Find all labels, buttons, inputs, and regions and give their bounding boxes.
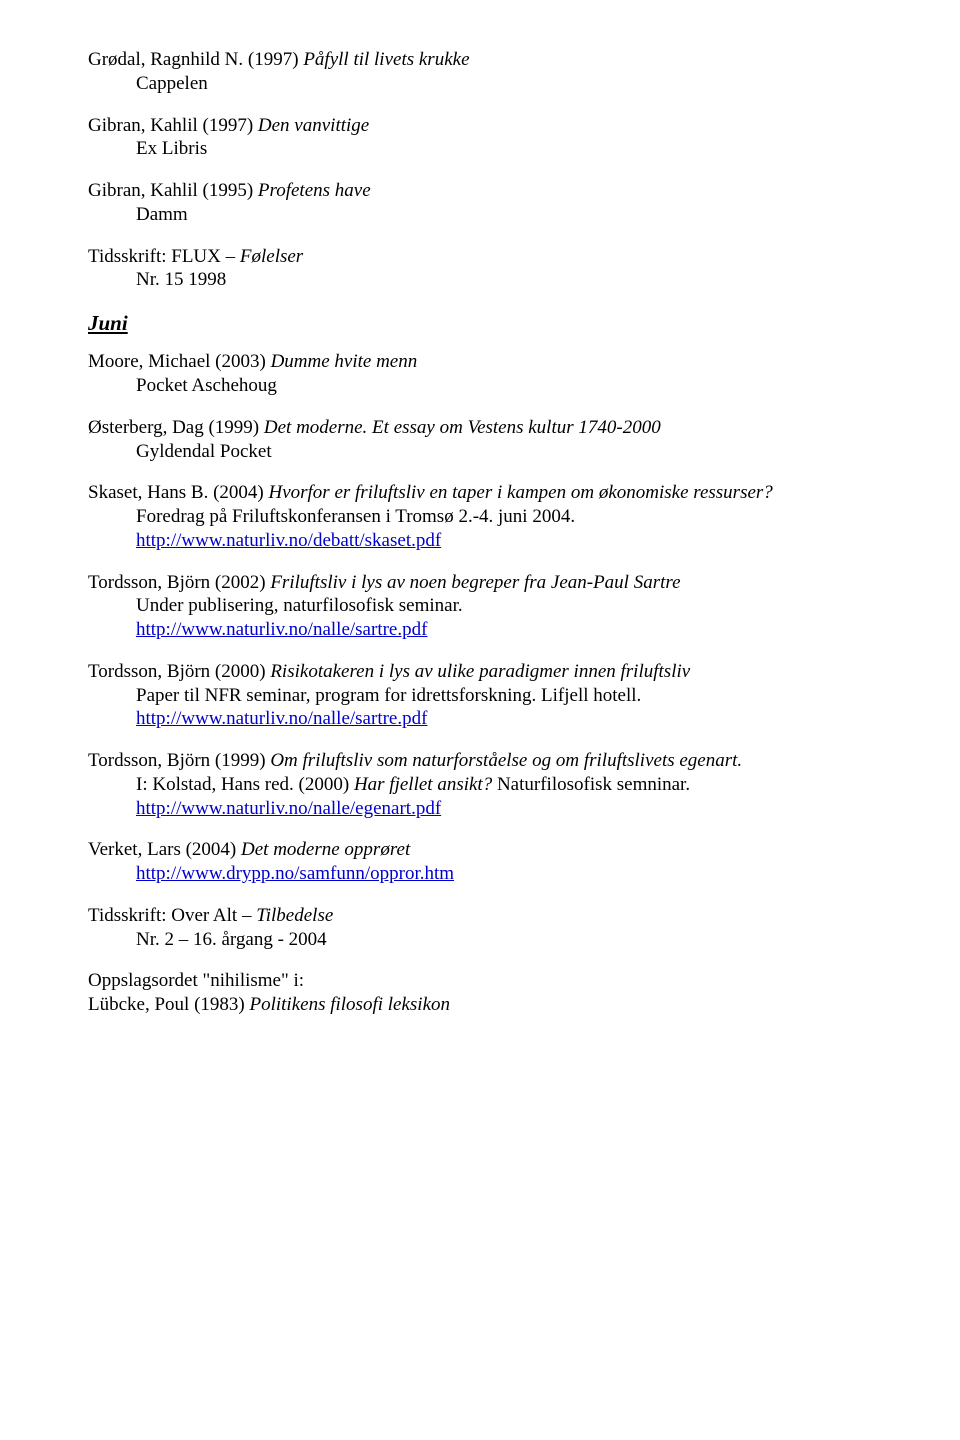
bib-issue: Nr. 2 – 16. årgang - 2004 [88,928,896,952]
bib-entry: Skaset, Hans B. (2004) Hvorfor er friluf… [88,481,896,552]
bib-note: Foredrag på Friluftskonferansen i Tromsø… [88,505,896,529]
bib-note: Paper til NFR seminar, program for idret… [88,684,896,708]
bib-link: http://www.naturliv.no/nalle/sartre.pdf [88,707,896,731]
bib-note: I: Kolstad, Hans red. (2000) Har fjellet… [88,773,896,797]
bib-publisher: Cappelen [88,72,896,96]
link-url[interactable]: http://www.drypp.no/samfunn/oppror.htm [136,863,454,884]
bib-line: Gibran, Kahlil (1995) Profetens have [88,179,896,203]
bib-line: Verket, Lars (2004) Det moderne opprøret [88,838,896,862]
bib-line: Skaset, Hans B. (2004) Hvorfor er friluf… [88,481,896,505]
bib-note: Under publisering, naturfilosofisk semin… [88,594,896,618]
bib-entry: Moore, Michael (2003) Dumme hvite menn P… [88,350,896,398]
bib-issue: Nr. 15 1998 [88,268,896,292]
bib-line: Tidsskrift: FLUX – Følelser [88,245,896,269]
bib-line: Østerberg, Dag (1999) Det moderne. Et es… [88,416,896,440]
section-heading-juni: Juni [88,310,896,336]
bib-link: http://www.naturliv.no/nalle/egenart.pdf [88,797,896,821]
bib-link: http://www.naturliv.no/nalle/sartre.pdf [88,618,896,642]
bib-line: Lübcke, Poul (1983) Politikens filosofi … [88,993,896,1017]
link-url[interactable]: http://www.naturliv.no/nalle/egenart.pdf [136,798,441,819]
link-url[interactable]: http://www.naturliv.no/nalle/sartre.pdf [136,619,427,640]
bib-entry: Tordsson, Björn (2000) Risikotakeren i l… [88,660,896,731]
bib-line: Tordsson, Björn (1999) Om friluftsliv so… [88,749,896,773]
bib-line: Oppslagsordet "nihilisme" i: [88,969,896,993]
bib-publisher: Ex Libris [88,137,896,161]
bib-line: Gibran, Kahlil (1997) Den vanvittige [88,114,896,138]
bib-line: Moore, Michael (2003) Dumme hvite menn [88,350,896,374]
bib-entry: Grødal, Ragnhild N. (1997) Påfyll til li… [88,48,896,96]
bib-publisher: Pocket Aschehoug [88,374,896,398]
bib-line: Tordsson, Björn (2002) Friluftsliv i lys… [88,571,896,595]
link-url[interactable]: http://www.naturliv.no/nalle/sartre.pdf [136,708,427,729]
bib-entry: Verket, Lars (2004) Det moderne opprøret… [88,838,896,886]
bib-publisher: Damm [88,203,896,227]
bib-entry: Gibran, Kahlil (1995) Profetens have Dam… [88,179,896,227]
bib-line: Tordsson, Björn (2000) Risikotakeren i l… [88,660,896,684]
bib-line: Tidsskrift: Over Alt – Tilbedelse [88,904,896,928]
bib-link: http://www.naturliv.no/debatt/skaset.pdf [88,529,896,553]
bib-publisher: Gyldendal Pocket [88,440,896,464]
bib-entry: Oppslagsordet "nihilisme" i: Lübcke, Pou… [88,969,896,1017]
bib-entry: Tidsskrift: Over Alt – Tilbedelse Nr. 2 … [88,904,896,952]
bib-entry: Gibran, Kahlil (1997) Den vanvittige Ex … [88,114,896,162]
bib-entry: Østerberg, Dag (1999) Det moderne. Et es… [88,416,896,464]
link-url[interactable]: http://www.naturliv.no/debatt/skaset.pdf [136,530,441,551]
bib-line: Grødal, Ragnhild N. (1997) Påfyll til li… [88,48,896,72]
bib-link: http://www.drypp.no/samfunn/oppror.htm [88,862,896,886]
bib-entry: Tidsskrift: FLUX – Følelser Nr. 15 1998 [88,245,896,293]
bib-entry: Tordsson, Björn (2002) Friluftsliv i lys… [88,571,896,642]
bib-entry: Tordsson, Björn (1999) Om friluftsliv so… [88,749,896,820]
